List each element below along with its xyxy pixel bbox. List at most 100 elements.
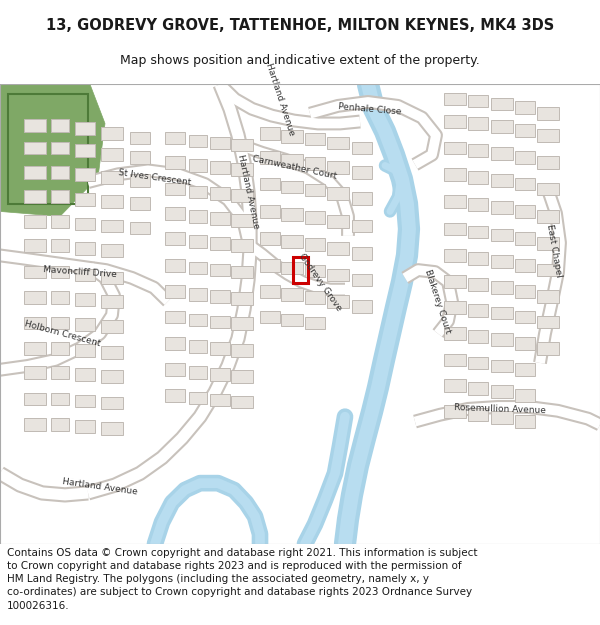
Bar: [444, 354, 466, 366]
Bar: [515, 311, 535, 323]
Bar: [444, 195, 466, 208]
Bar: [101, 295, 123, 308]
Bar: [281, 181, 303, 193]
Bar: [468, 330, 488, 343]
Bar: [75, 269, 95, 281]
Bar: [210, 368, 230, 381]
Bar: [537, 210, 559, 222]
Bar: [189, 288, 207, 301]
Bar: [24, 392, 46, 406]
Bar: [537, 129, 559, 141]
Bar: [75, 420, 95, 433]
Bar: [231, 396, 253, 408]
Bar: [537, 342, 559, 354]
Bar: [24, 418, 46, 431]
Bar: [51, 166, 69, 179]
Text: Godrevy Grove: Godrevy Grove: [297, 251, 343, 312]
Bar: [515, 101, 535, 114]
Bar: [24, 191, 46, 203]
Bar: [352, 274, 372, 286]
Bar: [51, 418, 69, 431]
Bar: [101, 271, 123, 284]
Bar: [231, 214, 253, 227]
Bar: [130, 132, 150, 144]
Bar: [468, 94, 488, 108]
Bar: [189, 392, 207, 404]
Bar: [75, 193, 95, 206]
Bar: [352, 247, 372, 260]
Bar: [468, 117, 488, 130]
Bar: [468, 357, 488, 369]
Bar: [24, 366, 46, 379]
Bar: [130, 198, 150, 210]
Bar: [444, 141, 466, 154]
Bar: [165, 259, 185, 271]
Bar: [75, 368, 95, 381]
Bar: [305, 211, 325, 224]
Bar: [231, 370, 253, 383]
Polygon shape: [440, 231, 600, 417]
Bar: [491, 359, 513, 372]
Bar: [165, 311, 185, 323]
Bar: [352, 141, 372, 154]
Text: Penhale Close: Penhale Close: [338, 102, 402, 116]
Text: Holborn Crescent: Holborn Crescent: [23, 319, 101, 348]
Bar: [281, 154, 303, 167]
Bar: [210, 342, 230, 354]
Text: Map shows position and indicative extent of the property.: Map shows position and indicative extent…: [120, 54, 480, 68]
Bar: [101, 127, 123, 139]
Bar: [260, 311, 280, 323]
Bar: [327, 215, 349, 227]
Bar: [165, 337, 185, 350]
Bar: [293, 257, 308, 283]
Bar: [75, 122, 95, 135]
Bar: [101, 220, 123, 232]
Bar: [537, 156, 559, 169]
Bar: [165, 389, 185, 401]
Bar: [515, 415, 535, 428]
Bar: [281, 262, 303, 274]
Bar: [491, 174, 513, 186]
Bar: [491, 148, 513, 160]
Polygon shape: [0, 84, 105, 216]
Bar: [491, 229, 513, 241]
Bar: [491, 307, 513, 319]
Bar: [51, 342, 69, 354]
Bar: [537, 182, 559, 195]
Bar: [305, 265, 325, 278]
Bar: [231, 239, 253, 252]
Polygon shape: [255, 84, 495, 272]
Bar: [327, 242, 349, 255]
Text: Carnweather Court: Carnweather Court: [252, 154, 338, 181]
Bar: [51, 266, 69, 278]
Bar: [515, 363, 535, 376]
Bar: [491, 98, 513, 110]
Bar: [231, 292, 253, 305]
Bar: [468, 382, 488, 395]
Bar: [51, 141, 69, 154]
Bar: [51, 215, 69, 227]
Bar: [130, 151, 150, 164]
Bar: [444, 168, 466, 181]
Bar: [444, 301, 466, 314]
Bar: [305, 238, 325, 251]
Bar: [24, 215, 46, 227]
Polygon shape: [170, 84, 450, 162]
Bar: [75, 395, 95, 408]
Bar: [51, 119, 69, 132]
Text: Rosemullion Avenue: Rosemullion Avenue: [454, 402, 546, 415]
Bar: [537, 238, 559, 250]
Bar: [189, 135, 207, 148]
Bar: [24, 316, 46, 329]
Bar: [165, 132, 185, 144]
Bar: [231, 189, 253, 202]
Bar: [260, 285, 280, 298]
Bar: [260, 151, 280, 164]
Bar: [75, 144, 95, 158]
Bar: [51, 239, 69, 252]
Bar: [281, 314, 303, 326]
Bar: [165, 207, 185, 220]
Bar: [51, 191, 69, 203]
Bar: [231, 163, 253, 176]
Bar: [281, 288, 303, 301]
